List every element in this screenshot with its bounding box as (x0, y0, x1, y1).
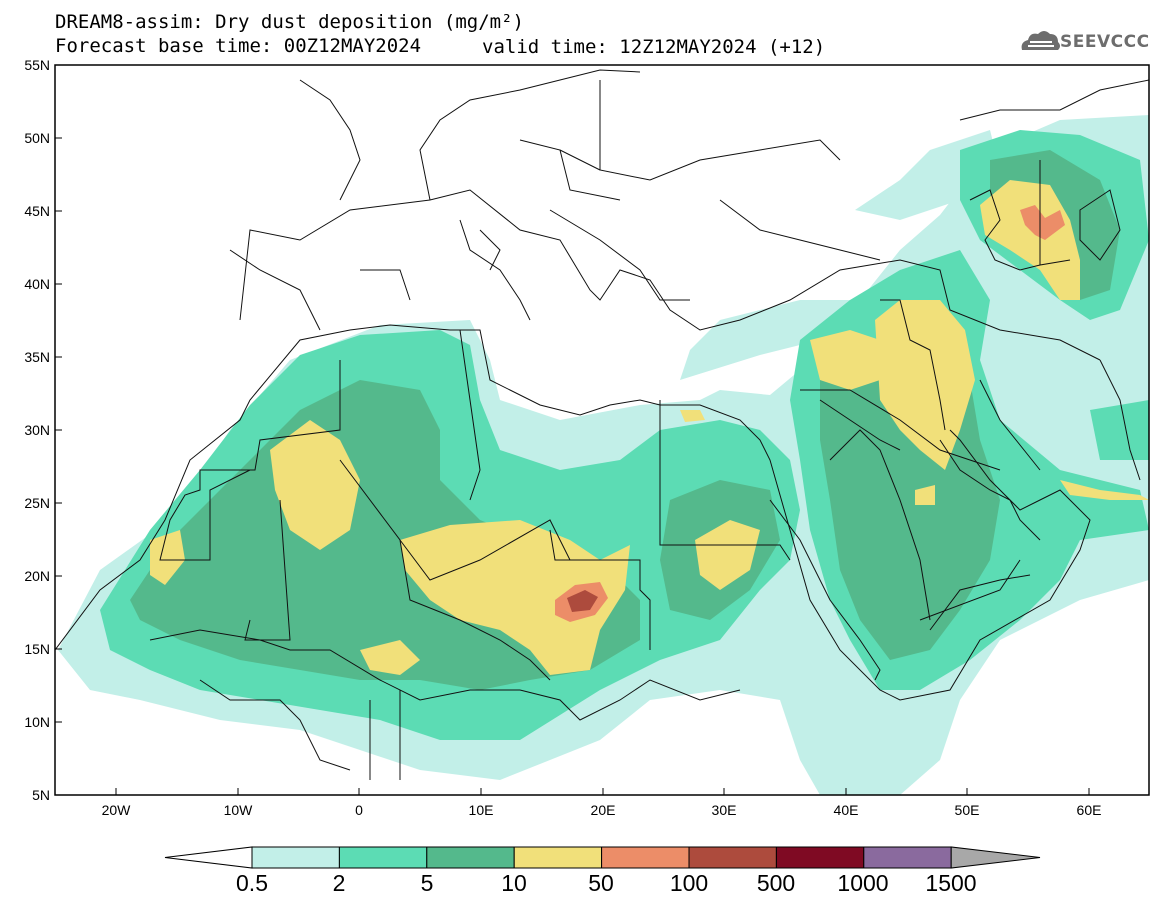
lon-label: 10E (468, 802, 494, 818)
lat-label: 45N (24, 203, 50, 219)
colorbar-label: 10 (501, 870, 527, 896)
colorbar-cell (513, 846, 603, 869)
colorbar-cell (338, 846, 428, 869)
colorbar-cell (426, 846, 515, 869)
colorbar-label: 0.5 (236, 870, 268, 896)
forecast-base-time: Forecast base time: 00Z12MAY2024 (55, 35, 422, 57)
lat-label: 40N (24, 276, 50, 292)
colorbar-over-arrow (950, 846, 1041, 869)
colorbar-label: 2 (332, 870, 346, 896)
lon-label: 60E (1076, 802, 1102, 818)
axis-ticks (55, 64, 1090, 795)
lat-label: 50N (24, 130, 50, 146)
lon-label: 10W (223, 802, 253, 818)
valid-time: valid time: 12Z12MAY2024 (+12) (482, 36, 826, 58)
colorbar-label: 1000 (837, 870, 889, 896)
lon-label: 30E (711, 802, 737, 818)
colorbar-label: 50 (588, 870, 614, 896)
colorbar-under-arrow (164, 846, 253, 869)
lon-label: 20E (590, 802, 616, 818)
colorbar-cell (863, 846, 952, 869)
colorbar-label: 5 (420, 870, 434, 896)
lat-label: 10N (24, 714, 50, 730)
dust-band-10 (150, 180, 1149, 675)
lat-label: 15N (24, 641, 50, 657)
colorbar-label: 500 (756, 870, 796, 896)
lon-label: 50E (954, 802, 980, 818)
colorbar-cell (688, 846, 777, 869)
lat-label: 55N (24, 57, 50, 73)
colorbar-cell (251, 846, 340, 869)
colorbar-label: 1500 (925, 870, 977, 896)
seevccc-logo: SEEVCCC (1060, 32, 1150, 52)
lat-label: 35N (24, 349, 50, 365)
map-title: DREAM8-assim: Dry dust deposition (mg/m²… (55, 11, 524, 33)
dust-band-100 (567, 590, 598, 612)
country-borders (55, 69, 1149, 780)
colorbar-cell (775, 846, 865, 869)
colorbar-label: 100 (669, 870, 709, 896)
lat-label: 20N (24, 568, 50, 584)
lon-label: 20W (101, 802, 131, 818)
lat-label: 30N (24, 422, 50, 438)
colorbar-cell (601, 846, 690, 869)
lat-label: 25N (24, 495, 50, 511)
lon-label: 0 (355, 802, 363, 818)
lat-label: 5N (32, 787, 50, 803)
lon-label: 40E (833, 802, 859, 818)
cloud-icon (1021, 31, 1060, 50)
